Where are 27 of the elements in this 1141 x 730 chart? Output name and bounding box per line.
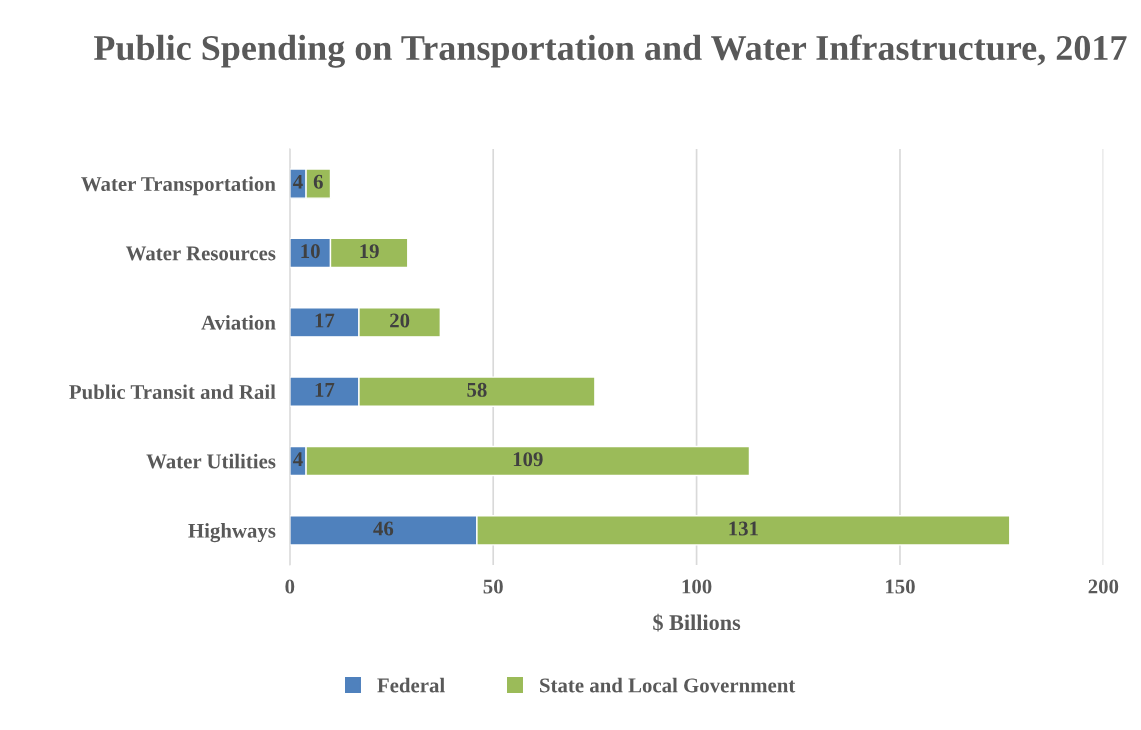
data-label: 109 <box>513 452 543 467</box>
y-tick-label: Public Transit and Rail <box>69 384 276 400</box>
x-tick-label: 150 <box>886 579 915 594</box>
legend-label: State and Local Government <box>540 677 796 693</box>
data-label: 17 <box>315 382 335 397</box>
data-label: 131 <box>729 521 758 536</box>
x-tick-label: 100 <box>682 579 712 594</box>
y-tick-label: Highways <box>188 523 276 543</box>
data-label: 20 <box>390 313 410 328</box>
legend-label: Federal <box>377 677 445 693</box>
data-label: 4 <box>293 174 303 189</box>
data-label: 6 <box>313 174 323 189</box>
x-tick-label: 0 <box>285 579 295 594</box>
x-tick-label: 50 <box>483 579 503 594</box>
y-tick-label: Water Utilities <box>146 453 276 469</box>
data-label: 4 <box>293 452 303 466</box>
data-label: 46 <box>373 521 394 536</box>
data-label: 10 <box>301 244 320 259</box>
y-tick-label: Aviation <box>201 315 276 330</box>
data-label: 17 <box>315 313 335 328</box>
y-tick-label: Water Transportation <box>81 176 276 196</box>
x-axis-title: $ Billions <box>653 613 741 632</box>
data-label: 58 <box>467 382 487 397</box>
data-label: 19 <box>360 244 379 259</box>
chart-title: Public Spending on Transportation and Water Infrastructure, 2017 <box>94 34 1127 68</box>
y-tick-label: Water Resources <box>125 246 276 261</box>
x-tick-label: 200 <box>1088 579 1119 594</box>
